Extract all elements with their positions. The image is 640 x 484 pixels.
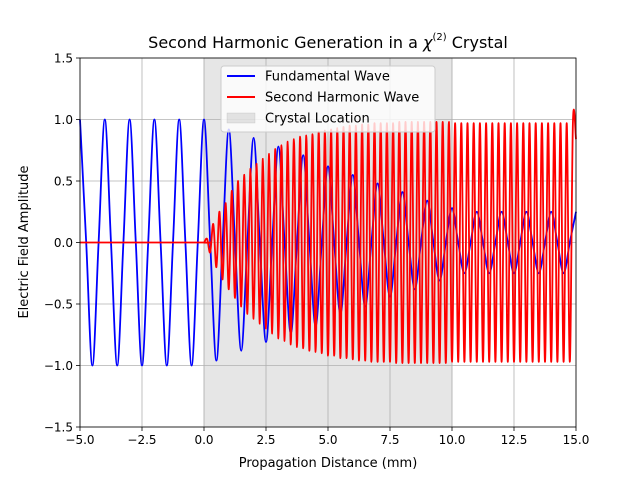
second-harmonic-wave-line (80, 108, 577, 364)
title-main: Second Harmonic Generation in a (148, 33, 423, 52)
x-tick-label: 0.0 (194, 433, 213, 447)
x-tick-label: −2.5 (127, 433, 156, 447)
y-tick-label: 0.5 (54, 175, 73, 189)
y-tick-label: 1.5 (54, 52, 73, 66)
legend-box (220, 65, 436, 133)
x-tick-label: 5.0 (318, 433, 337, 447)
x-tick-label: 7.5 (380, 433, 399, 447)
legend-crystal-label: Crystal Location (265, 112, 370, 127)
y-tick-label: −1.5 (44, 421, 73, 435)
y-axis-ticks: −1.5 −1.0 −0.5 0.0 0.5 1.0 1.5 (44, 52, 80, 435)
chart-title: Second Harmonic Generation in a χ(2) Cry… (148, 32, 508, 52)
series-layer (79, 108, 577, 367)
y-axis-label: Electric Field Amplitude (17, 165, 32, 318)
legend: Fundamental Wave Second Harmonic Wave Cr… (220, 65, 436, 133)
legend-fundamental-label: Fundamental Wave (265, 70, 390, 85)
x-tick-label: 12.5 (501, 433, 528, 447)
title-end: Crystal (447, 33, 508, 52)
legend-second-harmonic-label: Second Harmonic Wave (265, 91, 419, 106)
x-tick-label: −5.0 (65, 433, 94, 447)
y-tick-label: −1.0 (44, 359, 73, 373)
title-chi: χ (422, 33, 433, 52)
y-tick-label: 1.0 (54, 113, 73, 127)
x-axis-label: Propagation Distance (mm) (239, 456, 418, 471)
x-tick-label: 15.0 (563, 433, 590, 447)
y-tick-label: 0.0 (54, 236, 73, 250)
x-tick-label: 2.5 (256, 433, 275, 447)
y-tick-label: −0.5 (44, 298, 73, 312)
x-axis-ticks: −5.0 −2.5 0.0 2.5 5.0 7.5 10.0 12.5 15.0 (65, 427, 589, 447)
legend-crystal-swatch (226, 112, 256, 124)
title-superscript: (2) (432, 32, 446, 43)
x-tick-label: 10.0 (439, 433, 466, 447)
